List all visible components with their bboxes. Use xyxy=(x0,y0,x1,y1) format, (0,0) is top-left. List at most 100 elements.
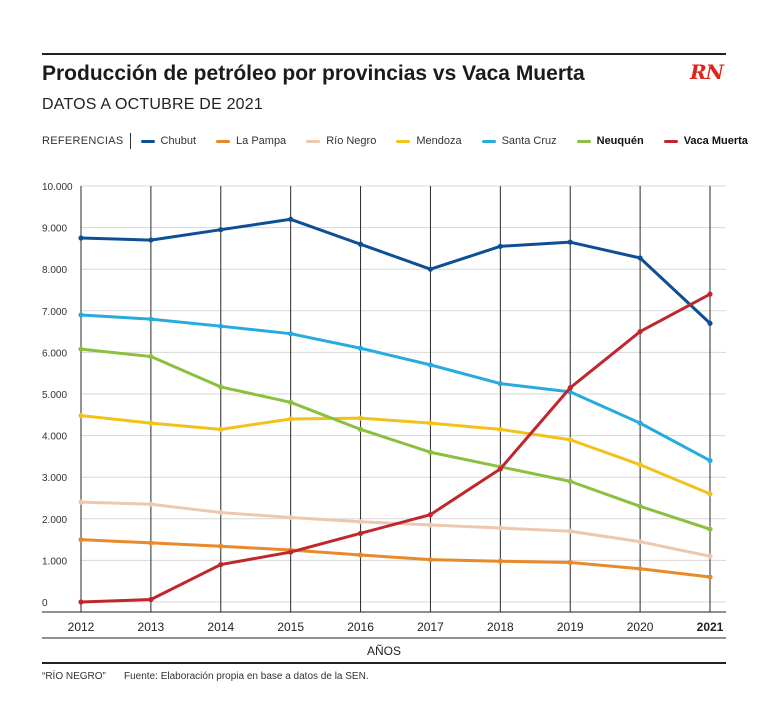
x-axis-label: AÑOS xyxy=(367,644,401,658)
data-point-la-pampa xyxy=(637,566,643,572)
y-tick-label: 0 xyxy=(42,598,48,609)
legend-item-rio-negro: Río Negro xyxy=(306,135,376,147)
data-point-chubut xyxy=(218,227,224,233)
data-point-la-pampa xyxy=(497,558,503,564)
source-note: Fuente: Elaboración propia en base a dat… xyxy=(124,671,369,682)
data-point-chubut xyxy=(288,216,294,222)
data-point-la-pampa xyxy=(567,559,573,566)
data-point-mendoza xyxy=(357,415,364,421)
rn-logo: RN xyxy=(690,60,724,84)
data-point-neuquen xyxy=(218,384,224,390)
data-point-la-pampa xyxy=(707,574,713,580)
data-point-la-pampa xyxy=(148,540,154,546)
data-point-rio-negro xyxy=(567,528,573,534)
data-point-la-pampa xyxy=(357,552,364,558)
data-point-mendoza xyxy=(218,426,224,432)
y-tick-label: 8.000 xyxy=(42,265,67,276)
data-point-mendoza xyxy=(637,462,643,468)
y-tick-label: 3.000 xyxy=(42,473,67,484)
legend-item-la-pampa: La Pampa xyxy=(216,135,286,147)
data-point-chubut xyxy=(78,235,84,241)
legend-label-neuquen: Neuquén xyxy=(596,135,644,147)
y-tick-label: 4.000 xyxy=(42,432,67,443)
data-point-la-pampa xyxy=(218,543,224,549)
data-point-mendoza xyxy=(427,420,434,426)
legend-swatch xyxy=(140,139,155,143)
data-point-la-pampa xyxy=(427,556,434,563)
data-point-neuquen xyxy=(288,399,294,405)
legend-label-mendoza: Mendoza xyxy=(416,135,462,147)
y-tick-label: 2.000 xyxy=(42,515,67,526)
legend-item-santa-cruz: Santa Cruz xyxy=(481,135,557,147)
data-point-neuquen xyxy=(148,353,154,360)
data-point-chubut xyxy=(637,255,643,261)
legend-item-vaca-muerta: Vaca Muerta xyxy=(663,135,748,147)
legend-item-neuquen: Neuquén xyxy=(576,135,644,147)
x-tick-label: 2021 xyxy=(697,620,724,634)
data-point-rio-negro xyxy=(497,525,503,531)
data-point-rio-negro xyxy=(288,514,294,521)
y-tick-label: 10.000 xyxy=(42,182,73,193)
y-tick-label: 5.000 xyxy=(42,390,67,401)
data-point-santa-cruz xyxy=(707,457,713,464)
data-point-neuquen xyxy=(567,478,573,484)
data-point-neuquen xyxy=(427,449,434,455)
legend-label-rio-negro: Río Negro xyxy=(326,135,377,147)
data-point-santa-cruz xyxy=(148,316,154,322)
legend-swatch xyxy=(216,139,231,143)
legend-swatch xyxy=(481,139,496,143)
data-point-vaca-muerta xyxy=(288,549,294,555)
data-point-rio-negro xyxy=(637,539,643,545)
data-point-neuquen xyxy=(78,346,84,352)
data-point-vaca-muerta xyxy=(357,530,364,536)
data-point-rio-negro xyxy=(148,501,154,507)
x-tick-label: 2014 xyxy=(207,620,234,634)
chart-legend: REFERENCIAS Chubut La Pampa Río Negro Mendo… xyxy=(42,133,748,149)
data-point-neuquen xyxy=(357,426,364,432)
data-point-mendoza xyxy=(78,413,84,419)
y-tick-label: 9.000 xyxy=(42,224,67,235)
legend-swatch xyxy=(396,139,411,143)
y-tick-label: 1.000 xyxy=(42,556,67,567)
data-point-chubut xyxy=(567,239,573,245)
data-point-vaca-muerta xyxy=(637,329,643,335)
series-line-la-pampa xyxy=(79,538,712,579)
top-rule xyxy=(42,53,726,55)
series-line-santa-cruz xyxy=(79,313,712,463)
data-point-mendoza xyxy=(567,437,573,443)
data-point-santa-cruz xyxy=(637,420,643,426)
x-tick-label: 2019 xyxy=(557,620,584,634)
data-point-vaca-muerta xyxy=(78,599,84,605)
y-tick-label: 7.000 xyxy=(42,307,67,318)
series-line-vaca-muerta xyxy=(79,292,712,604)
data-point-chubut xyxy=(427,266,434,272)
y-tick-label: 6.000 xyxy=(42,348,67,359)
series-line-mendoza xyxy=(79,414,712,496)
data-point-mendoza xyxy=(707,491,713,497)
x-tick-label: 2017 xyxy=(417,620,444,634)
data-point-neuquen xyxy=(637,503,643,509)
footnote: “RÍO NEGRO” xyxy=(42,671,106,682)
data-point-santa-cruz xyxy=(288,331,294,337)
legend-label-chubut: Chubut xyxy=(160,135,197,147)
data-point-mendoza xyxy=(148,420,154,426)
data-point-chubut xyxy=(707,320,713,326)
x-tick-label: 2020 xyxy=(627,620,654,634)
data-point-vaca-muerta xyxy=(427,512,434,518)
data-point-rio-negro xyxy=(357,519,364,525)
legend-items: Chubut La Pampa Río Negro Mendoza Santa Cruz… xyxy=(140,135,748,147)
bottom-rule xyxy=(42,662,726,664)
series-line-chubut xyxy=(79,217,712,325)
data-point-chubut xyxy=(357,241,364,247)
data-point-santa-cruz xyxy=(78,312,84,318)
legend-swatch xyxy=(663,139,678,143)
data-point-vaca-muerta xyxy=(497,466,503,472)
legend-label-vaca-muerta: Vaca Muerta xyxy=(683,135,748,147)
x-tick-label: 2015 xyxy=(277,620,304,634)
series-line-neuquen xyxy=(79,347,712,531)
x-tick-label: 2018 xyxy=(487,620,514,634)
legend-swatch xyxy=(306,139,321,143)
data-point-santa-cruz xyxy=(218,323,224,329)
data-point-mendoza xyxy=(288,416,294,422)
